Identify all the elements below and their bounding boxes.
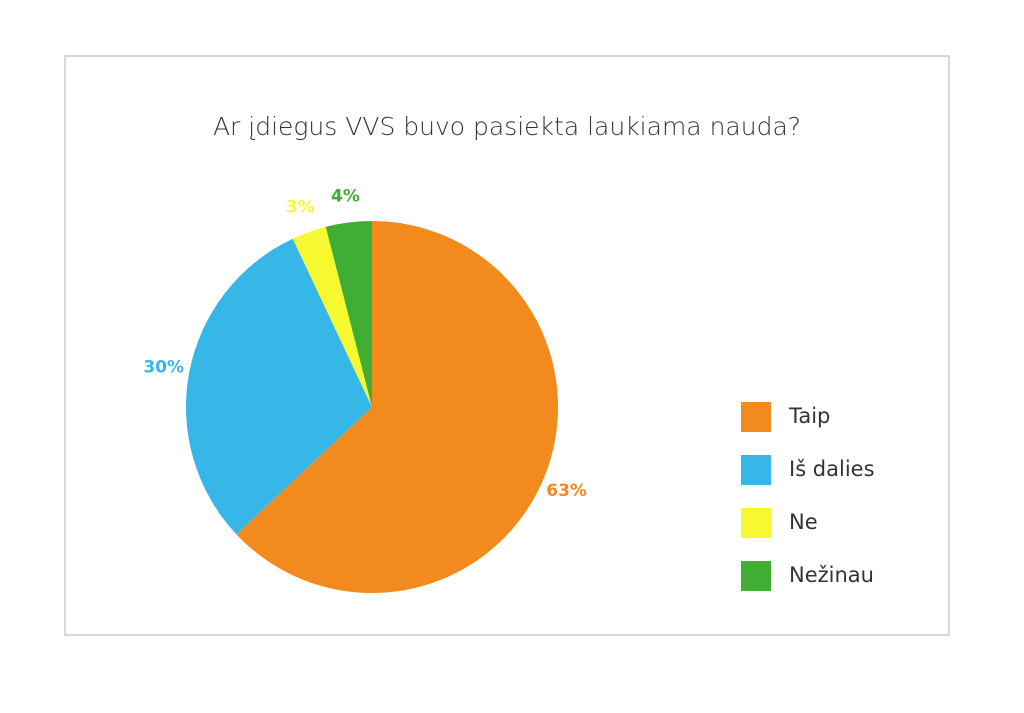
legend-label: Nežinau xyxy=(789,563,874,587)
legend-label: Taip xyxy=(788,404,830,428)
legend-label: Iš dalies xyxy=(789,457,875,481)
legend-swatch xyxy=(741,561,771,591)
value-label: 4% xyxy=(331,187,360,207)
value-label: 30% xyxy=(143,357,184,377)
pie-slice xyxy=(292,226,372,407)
value-label: 3% xyxy=(286,197,315,217)
legend-swatch xyxy=(741,402,771,432)
pie-slice xyxy=(236,221,559,593)
pie-slice xyxy=(185,238,372,535)
pie-slice xyxy=(325,221,372,407)
chart-title: Ar įdiegus VVS buvo pasiekta laukiama na… xyxy=(213,112,801,141)
value-label: 63% xyxy=(546,481,587,501)
legend-label: Ne xyxy=(789,510,818,534)
legend-swatch xyxy=(741,455,771,485)
legend-swatch xyxy=(741,508,771,538)
